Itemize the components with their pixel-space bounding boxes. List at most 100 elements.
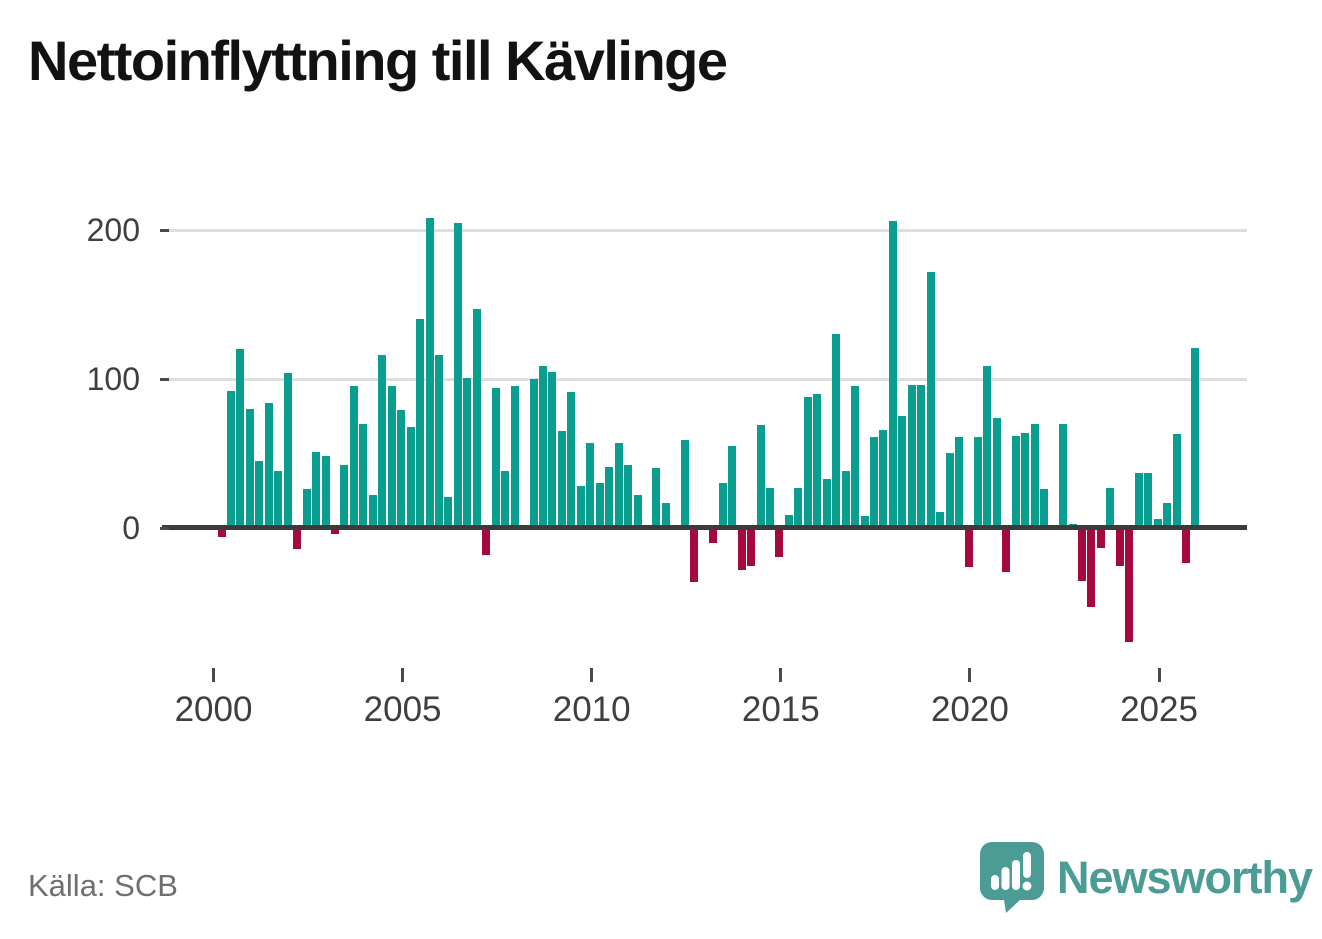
bar-2017-q3 [879, 430, 887, 528]
bar-2025-q2 [1173, 434, 1181, 528]
bar-2022-q4 [1078, 530, 1086, 581]
source-label: Källa: SCB [28, 868, 178, 903]
bar-2006-q3 [463, 378, 471, 528]
bar-2000-q1 [218, 530, 226, 537]
bar-2013-q3 [728, 446, 736, 528]
bar-2008-q4 [548, 372, 556, 528]
x-axis-label-2025: 2025 [1120, 690, 1198, 729]
bar-2023-q3 [1106, 488, 1114, 528]
bar-2005-q1 [407, 427, 415, 528]
bar-2025-q4 [1191, 348, 1199, 528]
x-axis-label-2005: 2005 [363, 690, 442, 729]
bar-2018-q1 [898, 416, 906, 528]
bar-2016-q2 [832, 334, 840, 528]
logo-bar-short [991, 875, 999, 890]
x-axis-label-2015: 2015 [741, 690, 820, 729]
bar-2007-q2 [492, 388, 500, 528]
bar-2020-q4 [1002, 530, 1010, 572]
bar-2011-q3 [652, 468, 660, 528]
bar-2003-q2 [340, 465, 348, 528]
bar-2013-q1 [709, 530, 717, 543]
y-axis-tick-0 [160, 526, 169, 530]
bar-2019-q4 [965, 530, 973, 567]
x-axis-tick-2025 [1157, 668, 1161, 682]
y-axis-tick-200 [160, 228, 169, 232]
bar-2019-q1 [936, 512, 944, 528]
bar-2015-q1 [785, 515, 793, 528]
bar-2023-q1 [1087, 530, 1095, 607]
bar-2010-q4 [624, 465, 632, 528]
logo-exclamation-stem [1023, 852, 1031, 878]
bar-2003-q3 [350, 386, 358, 528]
bar-2008-q2 [530, 379, 538, 528]
bar-2002-q1 [293, 530, 301, 549]
bar-2023-q2 [1097, 530, 1105, 548]
bar-2002-q2 [303, 489, 311, 528]
logo-bar-tall [1012, 860, 1020, 890]
bar-2013-q2 [719, 483, 727, 528]
bar-2022-q2 [1059, 424, 1067, 528]
bar-2020-q3 [993, 418, 1001, 528]
bar-2004-q1 [369, 495, 377, 528]
x-axis-tick-2005 [401, 668, 405, 682]
bar-2002-q3 [312, 452, 320, 528]
bar-2014-q1 [747, 530, 755, 566]
bar-2001-q2 [265, 403, 273, 528]
bar-2020-q1 [974, 437, 982, 528]
x-axis-tick-2010 [590, 668, 594, 682]
y-axis-label-100: 100 [86, 361, 140, 397]
bar-2010-q1 [596, 483, 604, 528]
bar-2003-q4 [359, 424, 367, 528]
bar-2009-q3 [577, 486, 585, 528]
x-axis-tick-2020 [968, 668, 972, 682]
bar-2012-q2 [681, 440, 689, 528]
y-axis-tick-100 [160, 377, 169, 381]
bar-2019-q3 [955, 437, 963, 528]
bar-2021-q2 [1021, 433, 1029, 528]
y-axis-label-0: 0 [122, 510, 140, 546]
bar-2006-q4 [473, 309, 481, 528]
logo-exclamation-dot [1022, 881, 1032, 891]
x-axis-line [162, 525, 1247, 530]
gridline-200 [168, 228, 1247, 232]
bar-2009-q2 [567, 392, 575, 528]
bar-2013-q4 [738, 530, 746, 570]
bar-2014-q4 [775, 530, 783, 557]
bar-2020-q2 [983, 366, 991, 528]
bar-2018-q4 [927, 272, 935, 528]
bar-2016-q3 [842, 471, 850, 528]
bar-2010-q3 [615, 443, 623, 528]
bar-2015-q3 [804, 397, 812, 528]
bar-2017-q2 [870, 437, 878, 528]
bar-2011-q4 [662, 503, 670, 528]
bar-2007-q1 [482, 530, 490, 555]
x-axis-label-2000: 2000 [174, 690, 253, 729]
bar-2005-q3 [426, 218, 434, 528]
bar-2018-q3 [917, 385, 925, 528]
gridline-100 [168, 377, 1247, 381]
bar-2024-q2 [1135, 473, 1143, 528]
bar-2003-q1 [331, 530, 339, 534]
bar-2024-q4 [1154, 519, 1162, 528]
newsworthy-logo: Newsworthy [980, 842, 1313, 914]
bar-2015-q4 [813, 394, 821, 528]
bar-2021-q1 [1012, 436, 1020, 528]
chart-title: Nettoinflyttning till Kävlinge [28, 29, 728, 92]
bar-2012-q3 [690, 530, 698, 582]
bar-2011-q1 [634, 495, 642, 528]
bar-2004-q2 [378, 355, 386, 528]
bar-2000-q2 [227, 391, 235, 528]
bar-2025-q1 [1163, 503, 1171, 528]
newsworthy-logo-icon [980, 842, 1044, 913]
x-axis-tick-2000 [212, 668, 215, 682]
bar-2009-q4 [586, 443, 594, 528]
bar-2001-q4 [284, 373, 292, 528]
bar-2001-q3 [274, 471, 282, 528]
bar-2017-q1 [861, 516, 869, 528]
bar-2025-q3 [1182, 530, 1190, 563]
bar-2007-q4 [511, 386, 519, 528]
bar-2004-q3 [388, 386, 396, 528]
bar-2001-q1 [255, 461, 263, 528]
bar-2019-q2 [946, 453, 954, 528]
